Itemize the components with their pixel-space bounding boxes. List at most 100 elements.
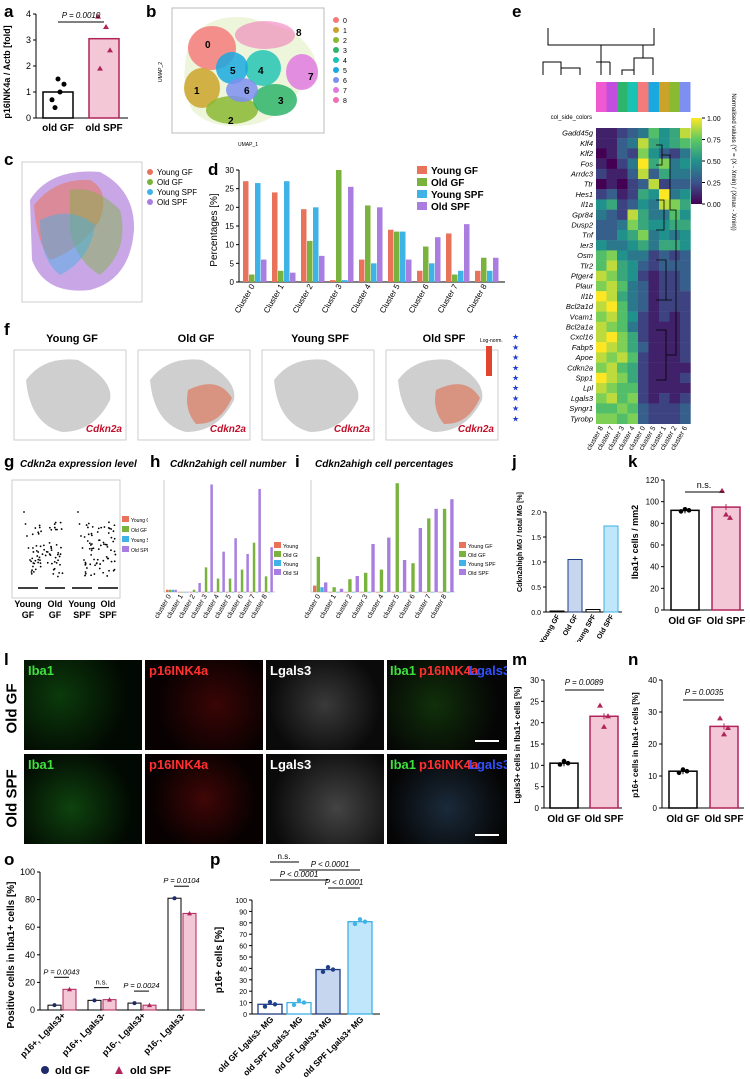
panel_i-bar — [383, 592, 387, 593]
panel-j-tick-label: 0.5 — [531, 585, 541, 592]
panel_h-bar — [171, 589, 175, 592]
panel-a-point-spf — [103, 24, 109, 29]
heatmap-side-color — [638, 82, 649, 112]
panel-d-legend-swatch — [417, 166, 427, 174]
heatmap-gene-label: Fos — [580, 159, 593, 168]
heatmap-cell — [617, 148, 628, 159]
panel-g-frame — [11, 479, 121, 599]
heatmap-cell — [606, 291, 618, 302]
panel_i-legend-label: Young GF — [468, 544, 493, 550]
panel-a-point-gf — [49, 97, 55, 103]
heatmap-cell — [648, 342, 660, 353]
panel-a-tick-label: 1 — [26, 87, 31, 97]
umap-legend-marker — [333, 67, 339, 73]
heatmap-cell — [659, 260, 670, 271]
panel-j-tick-label: 0.0 — [531, 610, 541, 617]
violin-dot — [30, 571, 33, 573]
violin-dot — [103, 543, 105, 546]
panel-label-i: i — [295, 452, 300, 471]
heatmap-gene-label: Lgals3 — [571, 394, 594, 403]
heatmap-star-icon: ★ — [512, 343, 519, 352]
panel_n-point-gf — [684, 768, 690, 774]
panel-c-cloud-ogf — [70, 189, 123, 275]
panel-d-bar — [301, 209, 307, 282]
heatmap-cell — [680, 393, 691, 404]
micro-gf-lgals3: Lgals3 — [266, 660, 384, 750]
umap-label-1: 1 — [194, 86, 200, 97]
panel_i-bar — [391, 592, 396, 593]
heatmap-cell — [617, 209, 628, 220]
violin-dot — [96, 531, 99, 533]
panel_i-bar — [332, 587, 336, 592]
panel-d-bar — [487, 270, 493, 282]
heatmap-cell — [659, 352, 670, 363]
heatmap-cell — [680, 413, 691, 424]
heatmap-cell — [606, 301, 618, 312]
panel-d-bar — [365, 205, 371, 282]
umap-cluster-2 — [206, 96, 258, 124]
heatmap-cell — [669, 209, 681, 220]
heatmap-cell — [680, 403, 691, 414]
heatmap-cell — [648, 240, 660, 251]
panel_i-bar — [407, 592, 412, 593]
heatmap-cell — [638, 199, 649, 210]
panel-m-chart: Lgals3+ cells in Iba1+ cells [%] 0 5 10 15 2… — [513, 676, 623, 825]
colorbar-tick-label: 0.25 — [707, 181, 721, 188]
panel_i-bar — [339, 588, 344, 592]
heatmap-cell — [638, 250, 649, 261]
heatmap-cell — [659, 301, 670, 312]
violin-dot — [113, 537, 116, 540]
heatmap-cell — [627, 199, 639, 210]
panel-p-chart: p16+ cells [%] 0 10 20 30 40 50 60 70 80 90 100 n.… — [214, 852, 380, 1079]
panel_m-tick-label: 10 — [530, 761, 539, 770]
heatmap-cell — [596, 362, 607, 373]
panel_k-tick-label: 80 — [650, 519, 659, 528]
panel_h-bar — [166, 589, 169, 592]
panel-p-brackets — [270, 861, 360, 889]
heatmap-cell — [680, 158, 691, 169]
violin-dot — [108, 521, 110, 524]
panel-f-feature-plots: Young GF Cdkn2a Old GF Cdkn2a Young SPF Cdkn2… — [0, 320, 510, 450]
panel-j-xlabel: Old SPF — [596, 613, 616, 641]
violin-dot — [46, 551, 49, 553]
heatmap-cell — [680, 219, 691, 231]
row-label-old-gf: Old GF — [3, 683, 21, 734]
panel-n-group-1: Old GF — [666, 814, 699, 825]
panel_h-bar — [214, 592, 217, 593]
heatmap-cell — [596, 281, 607, 292]
panel_n-tick-label: 40 — [648, 676, 657, 685]
umap-legend-marker — [333, 97, 339, 103]
heatmap-cell — [680, 270, 691, 282]
panel-d-bar — [452, 274, 458, 282]
panel_i-bar — [364, 572, 368, 592]
heatmap-cell — [669, 250, 681, 261]
panel_i-bar — [402, 560, 407, 592]
violin-dot — [108, 527, 111, 530]
heatmap-cell — [659, 321, 670, 333]
heatmap-cell — [606, 240, 618, 251]
violin-dot — [50, 549, 53, 551]
panel_i-bar — [316, 556, 321, 592]
panel-p-cmp-1: n.s. — [278, 852, 291, 861]
panel-i-title: Cdkn2ahigh cell percentages — [315, 459, 454, 470]
heatmap-cell — [648, 403, 660, 414]
micro-gf-lgals3-label: Lgals3 — [270, 663, 312, 678]
row-label-old-gf-wrap: Old GF — [2, 670, 22, 750]
heatmap-cell — [648, 230, 660, 241]
panel_i-bar — [351, 592, 356, 593]
violin-dot — [99, 563, 102, 565]
panel-d-bar — [458, 270, 464, 282]
heatmap-cell — [596, 352, 607, 363]
panel-label-e: e — [512, 2, 522, 21]
panel-label-m: m — [512, 650, 528, 669]
violin-dot — [59, 563, 61, 566]
panel_i-legend-swatch — [459, 560, 466, 566]
panel-d-bar — [371, 263, 377, 282]
heatmap-cell — [680, 342, 691, 353]
heatmap-cell — [627, 158, 639, 169]
heatmap-cell — [659, 413, 670, 424]
panel-a-bar-1 — [42, 91, 74, 119]
panel_k-tick-label: 20 — [650, 584, 659, 593]
heatmap-cell — [596, 372, 607, 384]
heatmap-gene-label: Gadd45g — [562, 129, 594, 138]
